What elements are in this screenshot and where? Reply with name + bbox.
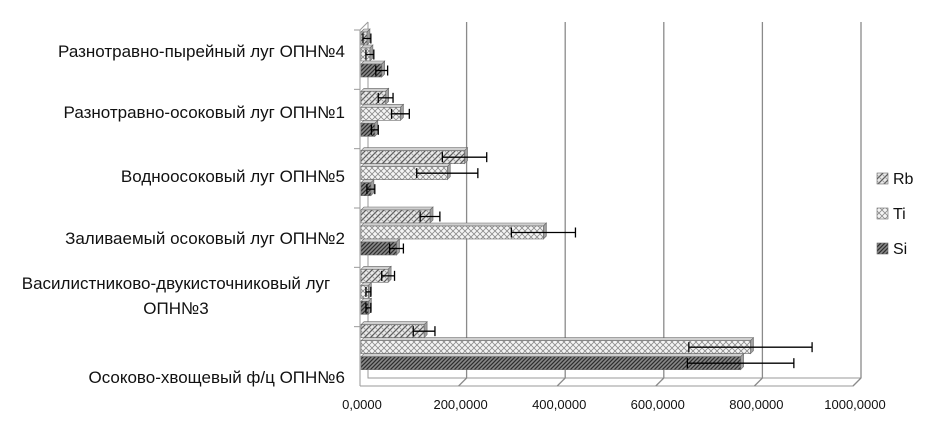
bar-rb-3 (360, 146, 469, 165)
legend-label: Ti (893, 206, 906, 223)
error-bar-rb-6 (412, 326, 436, 337)
bar-top-face (360, 147, 469, 151)
bar-top-face (360, 353, 745, 357)
category-label-1: Разнотравно-пырейный луг ОПН№4 (58, 42, 345, 61)
bar-top-face (360, 206, 434, 211)
x-tick-label-4: 800,0000 (729, 397, 783, 412)
bar-ti-4 (360, 222, 548, 240)
bar-end-face (423, 320, 428, 339)
bar-end-face (750, 336, 754, 355)
legend-swatch (876, 242, 889, 255)
bar-end-face (381, 60, 386, 78)
error-bar-ti-1 (365, 49, 375, 60)
grid-line-floor (655, 377, 665, 387)
error-bar-si-4 (388, 243, 405, 254)
grid-line-floor (556, 377, 566, 387)
bar-end-face (369, 44, 374, 62)
error-bar-si-1 (375, 65, 389, 76)
category-label-6: Осоково-хвощевый ф/ц ОПН№6 (88, 368, 345, 387)
legend-swatch (876, 207, 889, 220)
legend: Rb Ti Si (876, 171, 914, 258)
bar-end-face (400, 103, 404, 122)
bar-si-1 (360, 60, 386, 78)
error-bar-rb-3 (441, 152, 488, 163)
bar-top-face (360, 321, 428, 325)
bar-ti-2 (360, 103, 405, 122)
error-bar-si-3 (366, 184, 376, 195)
grid-lines (354, 22, 862, 387)
bar-end-face (429, 206, 434, 224)
bar-ti-3 (360, 162, 451, 181)
error-bar-rb-1 (362, 33, 372, 44)
x-tick-label-1: 200,0000 (433, 397, 487, 412)
bar-rb-4 (360, 206, 434, 224)
x-axis-tick-labels: 0,0000 200,0000 400,0000 600,0000 800,0000 10… (342, 397, 886, 412)
bar-rb-2 (360, 87, 390, 106)
category-labels: Разнотравно-пырейный луг ОПН№4 Разнотравн… (22, 42, 345, 387)
x-tick-label-2: 400,0000 (532, 397, 586, 412)
error-bar-ti-2 (390, 108, 410, 119)
bar-top-face (360, 238, 401, 243)
error-bar-ti-5 (365, 286, 372, 297)
error-bar-ti-3 (416, 168, 479, 179)
bar-top-face (360, 222, 548, 227)
bar-top-face (360, 163, 451, 167)
bar-end-face (464, 146, 468, 165)
legend-label: Si (893, 241, 907, 258)
category-label-3: Водноосоковый луг ОПН№5 (121, 167, 345, 186)
bar-end-face (740, 352, 744, 371)
grid-line-floor (753, 377, 763, 387)
bar-si-6 (360, 352, 745, 371)
bar-end-face (385, 87, 389, 106)
grid-line-floor (852, 377, 862, 387)
bar-front-face (360, 356, 741, 370)
category-label-4: Заливаемый осоковый луг ОПН№2 (65, 229, 345, 248)
error-bar-si-5 (365, 302, 372, 313)
bar-top-face (360, 104, 405, 108)
bar-rb-5 (360, 265, 392, 284)
error-bar-ti-6 (688, 342, 813, 353)
bar-si-4 (360, 238, 401, 256)
legend-item-si: Si (876, 241, 907, 258)
bar-top-face (360, 88, 390, 92)
bar-end-face (366, 28, 371, 46)
error-bar-rb-5 (381, 270, 396, 281)
bar-top-face (360, 266, 392, 270)
bar-end-face (396, 238, 400, 256)
legend-label: Rb (893, 171, 914, 188)
axis-corner (359, 21, 369, 31)
error-bar-ti-4 (510, 227, 577, 238)
legend-item-ti: Ti (876, 206, 906, 223)
legend-item-rb: Rb (876, 171, 914, 188)
bar-ti-1 (360, 44, 374, 62)
category-label-2: Разнотравно-осоковый луг ОПН№1 (64, 103, 345, 122)
error-bar-si-6 (686, 358, 795, 369)
bar-rb-6 (360, 320, 428, 339)
floor-edge (360, 377, 862, 387)
bar-si-2 (360, 119, 379, 138)
error-bar-rb-4 (419, 211, 441, 222)
x-tick-label-0: 0,0000 (342, 397, 382, 412)
bar-end-face (446, 162, 451, 181)
bar-end-face (370, 178, 375, 197)
grid-line-floor (458, 377, 468, 387)
x-tick-label-5: 1000,0000 (824, 397, 885, 412)
bar-end-face (543, 222, 547, 240)
error-bar-rb-2 (377, 92, 394, 103)
bar-end-face (387, 265, 392, 284)
x-tick-label-3: 600,0000 (631, 397, 685, 412)
bar-top-face (360, 337, 755, 341)
bar-end-face (374, 119, 379, 138)
bars (360, 28, 813, 371)
category-label-5: Василистниково-двукисточниковый луг ОПН№3 (22, 274, 331, 318)
bar-si-3 (360, 178, 375, 197)
back-wall (367, 22, 862, 379)
bar-ti-6 (360, 336, 755, 355)
error-bar-si-2 (370, 124, 379, 135)
legend-swatch (876, 172, 889, 185)
bar-top-face (360, 60, 386, 65)
